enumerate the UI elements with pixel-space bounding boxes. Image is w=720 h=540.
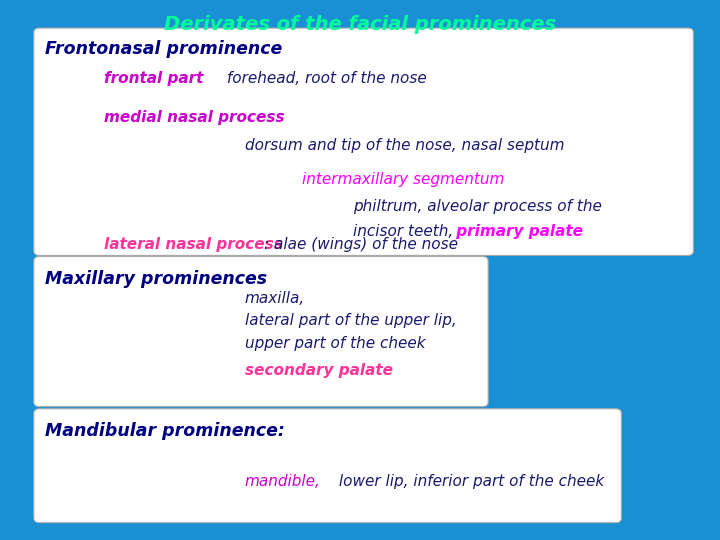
Text: incisor teeth,: incisor teeth, xyxy=(353,224,453,239)
Text: : alae (wings) of the nose: : alae (wings) of the nose xyxy=(264,237,457,252)
Text: philtrum, alveolar process of the: philtrum, alveolar process of the xyxy=(353,199,602,214)
Text: maxilla,: maxilla, xyxy=(245,291,305,306)
Text: dorsum and tip of the nose, nasal septum: dorsum and tip of the nose, nasal septum xyxy=(245,138,564,153)
Text: intermaxillary segmentum: intermaxillary segmentum xyxy=(302,172,505,187)
Text: mandible,: mandible, xyxy=(245,474,320,489)
Text: upper part of the cheek: upper part of the cheek xyxy=(245,336,426,351)
Text: forehead, root of the nose: forehead, root of the nose xyxy=(222,71,426,86)
Text: lateral part of the upper lip,: lateral part of the upper lip, xyxy=(245,313,456,328)
FancyBboxPatch shape xyxy=(34,409,621,523)
Text: lateral nasal process: lateral nasal process xyxy=(104,237,283,252)
Text: medial nasal process: medial nasal process xyxy=(104,110,285,125)
Text: primary palate: primary palate xyxy=(451,224,583,239)
Text: secondary palate: secondary palate xyxy=(245,363,393,378)
Text: Maxillary prominences: Maxillary prominences xyxy=(45,270,267,288)
Text: lower lip, inferior part of the cheek: lower lip, inferior part of the cheek xyxy=(334,474,604,489)
FancyBboxPatch shape xyxy=(34,28,693,255)
Text: Mandibular prominence:: Mandibular prominence: xyxy=(45,422,284,440)
Text: Derivates of the facial prominences: Derivates of the facial prominences xyxy=(164,15,556,34)
Text: frontal part: frontal part xyxy=(104,71,204,86)
FancyBboxPatch shape xyxy=(34,256,488,407)
Text: Frontonasal prominence: Frontonasal prominence xyxy=(45,40,282,58)
